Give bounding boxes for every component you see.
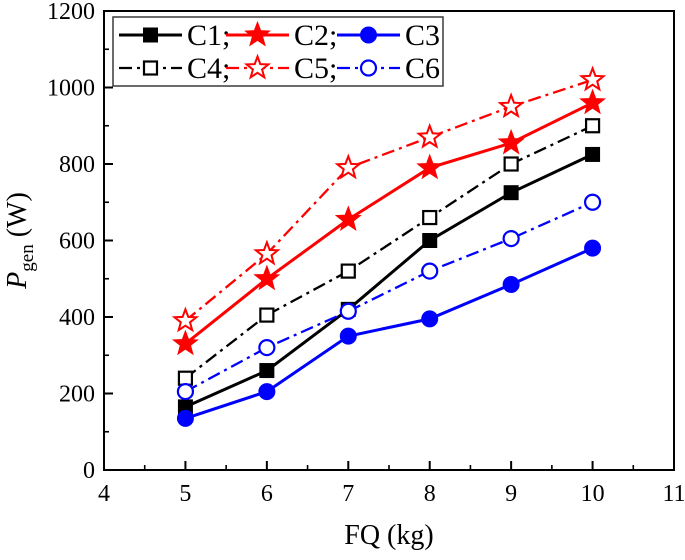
x-tick-label: 11 (662, 481, 685, 507)
legend-label-C4: C4; (187, 52, 230, 85)
filled-square-marker-C1 (585, 146, 601, 162)
filled-square-marker-C1 (422, 233, 438, 248)
open-star-marker-C5 (253, 239, 281, 266)
series-C4 (177, 118, 601, 386)
filled-star-marker-C2 (171, 329, 199, 356)
open-square-marker-C4 (503, 156, 519, 172)
y-tick-label: 200 (59, 382, 95, 408)
open-circle-marker-C6 (258, 339, 276, 357)
legend-label-C1: C1; (187, 19, 230, 52)
open-star-marker-C5 (416, 122, 444, 149)
series-C2-line (184, 101, 594, 345)
filled-circle-marker-C3 (258, 383, 276, 401)
filled-star-marker-C2 (334, 205, 362, 231)
y-tick-label: 1200 (47, 0, 95, 25)
series-C3 (176, 239, 602, 427)
open-star-marker-C5 (171, 306, 200, 333)
series-C5 (171, 65, 607, 333)
open-star-marker-C5 (334, 153, 362, 180)
open-star-marker-C5 (497, 92, 525, 119)
x-tick-label: 9 (505, 481, 517, 507)
plot-frame (103, 10, 675, 471)
open-square-marker-C4-legend (142, 60, 159, 76)
open-circle-marker-C6 (339, 302, 357, 320)
series-C1 (177, 146, 601, 415)
legend-entry-C5: C5; (226, 52, 337, 85)
filled-square-marker-C1 (259, 363, 275, 379)
filled-circle-marker-C3-legend (360, 26, 377, 44)
y-axis-tick-labels: 0 200 400 600 800 1000 1200 (47, 0, 95, 484)
series-C6 (176, 193, 602, 401)
open-circle-marker-C6 (176, 382, 195, 401)
legend-entry-C3: C3 (337, 19, 440, 52)
filled-star-marker-C2 (253, 264, 281, 291)
filled-circle-marker-C3 (502, 275, 520, 293)
legend: C1; C2; C3 C4; C5; C6 (112, 16, 444, 87)
open-square-marker-C4 (177, 370, 194, 386)
series-C3-line (184, 246, 594, 420)
legend-entry-C4: C4; (119, 52, 230, 85)
x-tick-label: 10 (581, 481, 605, 507)
series-C6-line (184, 201, 594, 393)
series-C4-line (184, 124, 594, 380)
x-tick-label: 8 (424, 481, 436, 507)
open-circle-marker-C6 (421, 262, 439, 280)
filled-star-marker-C2 (416, 153, 444, 180)
series-C2 (171, 88, 607, 356)
filled-circle-marker-C3 (584, 239, 602, 257)
filled-circle-marker-C3 (339, 327, 357, 345)
open-star-marker-C5 (578, 65, 607, 92)
legend-label-C5: C5; (294, 52, 337, 85)
y-tick-label: 1000 (47, 76, 95, 102)
y-tick-label: 800 (59, 152, 95, 178)
x-axis-tick-labels: 4 5 6 7 8 9 10 11 (98, 481, 685, 507)
open-circle-marker-C6 (583, 193, 602, 211)
legend-label-C6: C6 (405, 52, 440, 85)
legend-box (112, 16, 444, 87)
legend-label-C2: C2; (294, 19, 337, 52)
open-square-marker-C4 (340, 263, 356, 279)
legend-entry-C6: C6 (337, 52, 440, 85)
series-C1-line (184, 153, 594, 409)
filled-circle-marker-C3 (176, 409, 194, 427)
open-star-marker-C5-legend (243, 53, 272, 80)
y-tick-label: 600 (59, 229, 95, 255)
open-circle-marker-C6-legend (359, 59, 378, 77)
open-circle-marker-C6 (502, 229, 520, 248)
filled-square-marker-C1 (503, 185, 519, 201)
x-tick-label: 6 (261, 481, 273, 507)
x-tick-label: 7 (342, 481, 354, 507)
legend-label-C3: C3 (405, 19, 440, 52)
open-square-marker-C4 (584, 118, 601, 134)
y-axis-label: Pgen (W) (2, 192, 38, 290)
filled-circle-marker-C3 (421, 310, 439, 328)
filled-star-marker-C2 (579, 88, 607, 115)
filled-square-marker-C1-legend (143, 27, 158, 43)
x-axis-label: FQ (kg) (344, 520, 433, 551)
open-square-marker-C4 (259, 307, 275, 323)
open-square-marker-C4 (422, 209, 438, 226)
legend-entry-C2: C2; (226, 19, 337, 52)
y-tick-label: 0 (83, 458, 95, 484)
series-C5-line (184, 78, 593, 322)
legend-entry-C1: C1; (119, 19, 230, 52)
filled-star-marker-C2-legend (244, 20, 271, 47)
x-tick-label: 4 (98, 481, 110, 507)
filled-star-marker-C2 (497, 128, 525, 155)
y-tick-label: 400 (59, 305, 95, 331)
x-tick-label: 5 (179, 481, 191, 507)
